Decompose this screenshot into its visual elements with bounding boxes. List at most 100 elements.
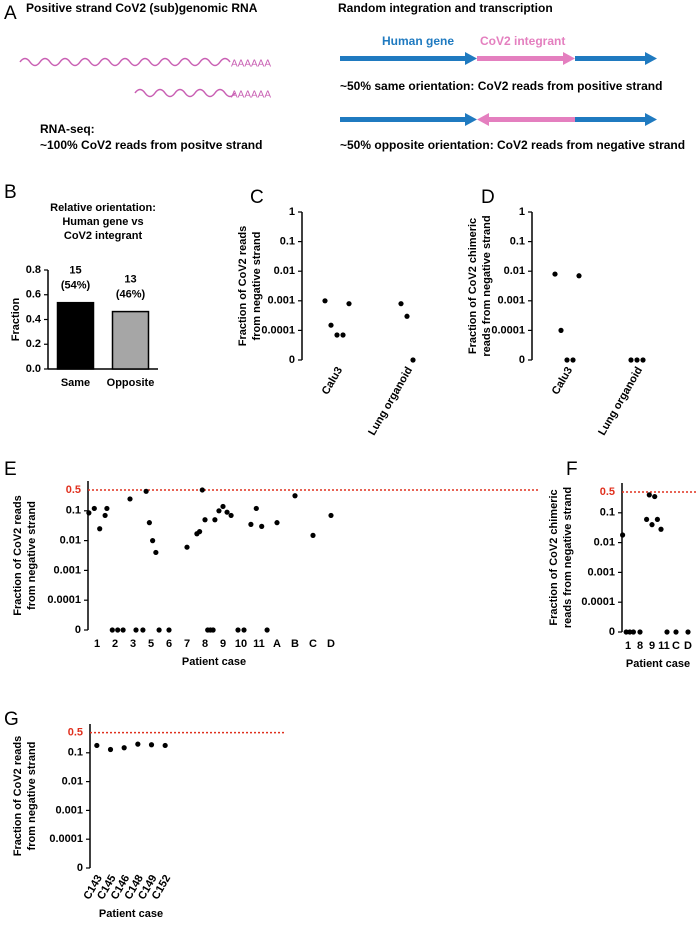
data-point [212,517,218,523]
y-tick-label: 0.6 [26,289,41,301]
data-point [630,629,637,635]
x-tick-label: 8 [637,640,643,652]
y-tick-label: 1 [289,206,295,218]
data-point [259,523,265,529]
x-tick-label: Lung organoid [596,365,645,438]
data-point [102,512,108,519]
data-point [310,532,316,538]
data-point [184,544,190,550]
panel-label: A [4,3,17,24]
y-tick-label: 0.01 [274,265,295,277]
y-tick-label: 0.01 [60,535,81,547]
same-orientation-arrows [340,52,657,65]
data-point [264,627,270,633]
count-label: 15 [69,265,81,277]
data-point [620,532,626,538]
data-point [552,271,558,277]
data-point [202,517,208,523]
data-point [652,493,658,500]
y-tick-label: 0.1 [280,236,295,248]
data-point [644,516,650,523]
data-point [292,493,298,499]
y-tick-label: 0.0001 [581,596,615,608]
y-axis-label: Fraction of CoV2 chimeric [467,218,479,354]
panel-label: G [4,709,19,730]
y-tick-label: 0.0001 [47,594,81,606]
panel-a-right-title: Random integration and transcription [338,1,553,15]
polya: AAAAAA [231,90,271,101]
y-tick-label: 0.001 [55,804,83,816]
bar [111,310,150,370]
data-point [623,629,629,635]
chart-title: Human gene vs [62,216,143,228]
y-tick-label: 0.0001 [49,833,83,845]
data-point [248,521,254,527]
data-point [253,505,259,512]
data-point [97,526,103,532]
x-tick-label: B [291,638,299,650]
value-label: (54%) [61,280,91,292]
x-tick-label: 11 [658,640,670,652]
y-axis-label: reads from negative strand [481,215,493,356]
data-point [640,357,646,363]
data-point [115,627,121,633]
data-point [162,742,168,749]
x-tick-label: D [684,640,692,652]
integrant-label: CoV2 integrant [480,34,565,48]
data-point [148,742,155,748]
polya: AAAAAA [231,59,271,70]
x-tick-label: A [273,638,281,650]
x-axis-label: Patient case [99,908,163,920]
panel-label: E [4,459,17,480]
data-point [104,505,110,512]
x-tick-label: 5 [148,638,154,650]
y-axis-label: reads from negative strand [562,487,574,628]
rna-wave [134,88,236,98]
data-point [274,520,280,526]
x-axis-label: Patient case [626,658,690,670]
data-point [228,512,234,519]
x-tick-label: 3 [130,638,136,650]
data-point [127,496,133,502]
left-note: RNA-seq: [40,122,95,136]
data-point [197,529,203,535]
x-tick-label: 10 [235,638,247,650]
left-note: ~100% CoV2 reads from positve strand [40,138,262,152]
data-point [166,627,172,633]
y-axis-label: Fraction of CoV2 reads [237,226,249,346]
x-tick-label: Calu3 [550,365,575,397]
y-axis-label: from negative strand [26,501,38,610]
y-tick-label: 0.0001 [491,324,525,336]
data-point [628,357,634,363]
data-point [398,301,404,307]
y-tick-label: 0.001 [587,566,615,578]
reference-label: 0.5 [600,486,615,498]
data-point [235,627,241,633]
data-point [328,512,334,519]
y-tick-label: 0.1 [510,236,525,248]
x-tick-label: C [672,640,680,652]
x-tick-label: D [327,638,335,650]
data-point [637,629,643,635]
y-axis-label: from negative strand [251,232,263,341]
panel-a-left-title: Positive strand CoV2 (sub)genomic RNA [26,1,258,15]
y-tick-label: 0.001 [53,564,81,576]
data-point [673,629,679,635]
x-tick-label: 2 [112,638,118,650]
y-tick-label: 0 [609,626,615,638]
x-tick-label: C [309,638,317,650]
x-tick-label: 7 [184,638,190,650]
data-point [410,357,416,363]
rna-wave [19,57,231,67]
chart-title: CoV2 integrant [64,230,143,242]
x-tick-label: 11 [253,638,265,650]
x-tick-label: 6 [166,638,172,650]
panel-label: F [566,459,578,480]
data-point [120,627,126,633]
x-tick-label: Lung organoid [366,365,415,438]
y-tick-label: 0 [75,624,81,636]
data-point [156,627,162,633]
data-point [143,488,149,494]
y-axis-label: Fraction [10,298,22,342]
